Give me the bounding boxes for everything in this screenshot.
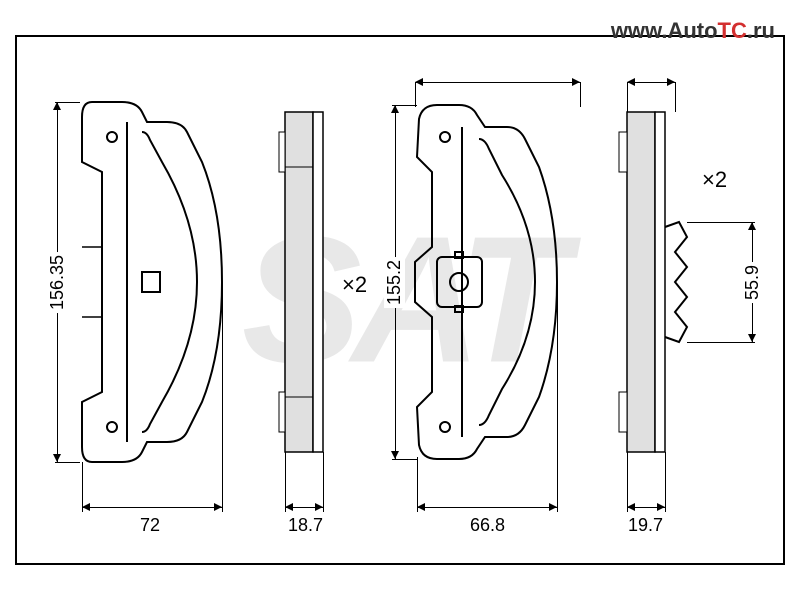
pad2-height-label: 155.2 [384,257,405,308]
side2-top-dim [627,82,675,83]
pad2-top-dim [415,82,580,83]
side2-width-dim [627,507,665,508]
brake-pad-1-side [277,107,332,457]
brake-pad-2-side [617,107,697,457]
pad2-width-dim [417,507,557,508]
url-red: TC [718,18,747,43]
pad2-qty: ×2 [702,167,727,193]
diagram-content: 156.35 72 18.7 ×2 [17,37,783,563]
side2-clip-height-label: 55.9 [742,262,763,303]
diagram-frame: 156.35 72 18.7 ×2 [15,35,785,565]
pad1-width-dim [82,507,222,508]
pad1-qty: ×2 [342,272,367,298]
url-mid: Auto [667,18,717,43]
url-prefix: www. [611,18,668,43]
side2-width-label: 19.7 [625,515,666,536]
brake-pad-2-face [407,97,582,467]
pad1-width-label: 72 [137,515,163,536]
brake-pad-1-face [72,92,252,472]
side1-width-label: 18.7 [285,515,326,536]
url-watermark: www.AutoTC.ru [611,18,775,44]
pad2-width-label: 66.8 [467,515,508,536]
url-suffix: .ru [747,18,775,43]
side1-width-dim [285,507,323,508]
pad1-height-label: 156.35 [47,252,68,313]
